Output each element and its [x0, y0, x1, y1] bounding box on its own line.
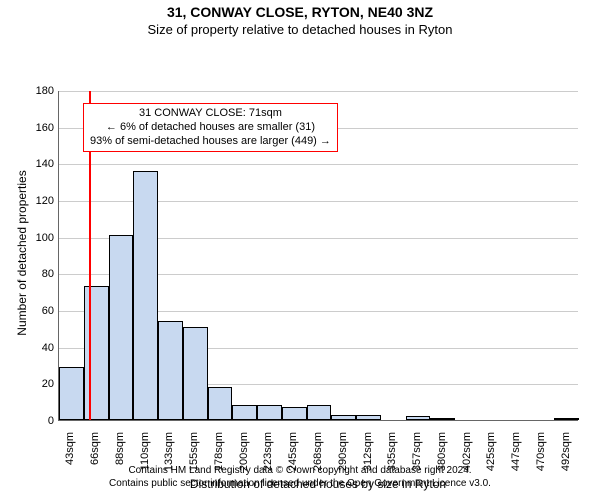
gridline — [59, 164, 578, 165]
page-title: 31, CONWAY CLOSE, RYTON, NE40 3NZ — [0, 4, 600, 20]
footer-line-1: Contains HM Land Registry data © Crown c… — [0, 464, 600, 477]
y-tick-label: 60 — [24, 305, 54, 317]
y-tick-label: 160 — [24, 122, 54, 134]
y-tick-label: 80 — [24, 268, 54, 280]
y-tick-label: 140 — [24, 158, 54, 170]
histogram-bar — [406, 416, 431, 420]
gridline — [59, 91, 578, 92]
histogram-bar — [282, 407, 307, 420]
y-tick-label: 120 — [24, 195, 54, 207]
histogram-bar — [208, 387, 233, 420]
y-tick-label: 20 — [24, 378, 54, 390]
y-tick-label: 0 — [24, 415, 54, 427]
annotation-line: 93% of semi-detached houses are larger (… — [90, 135, 331, 149]
histogram-bar — [257, 405, 282, 420]
histogram-bar — [133, 171, 158, 420]
annotation-line: 31 CONWAY CLOSE: 71sqm — [90, 107, 331, 121]
histogram-bar — [158, 321, 183, 420]
histogram-bar — [430, 418, 455, 420]
histogram-bar — [356, 415, 381, 421]
page-subtitle: Size of property relative to detached ho… — [0, 22, 600, 37]
histogram-chart: 31 CONWAY CLOSE: 71sqm← 6% of detached h… — [0, 37, 600, 500]
histogram-bar — [232, 405, 257, 420]
y-tick-label: 100 — [24, 232, 54, 244]
y-axis-title: Number of detached properties — [15, 143, 29, 363]
histogram-bar — [59, 367, 84, 420]
plot-area: 31 CONWAY CLOSE: 71sqm← 6% of detached h… — [58, 91, 578, 421]
histogram-bar — [84, 286, 109, 420]
footer: Contains HM Land Registry data © Crown c… — [0, 464, 600, 490]
histogram-bar — [554, 418, 579, 420]
annotation-line: ← 6% of detached houses are smaller (31) — [90, 121, 331, 135]
footer-line-2: Contains public sector information licen… — [0, 477, 600, 490]
y-tick-label: 40 — [24, 342, 54, 354]
histogram-bar — [331, 415, 356, 421]
y-tick-label: 180 — [24, 85, 54, 97]
histogram-bar — [183, 327, 208, 421]
histogram-bar — [109, 235, 134, 420]
histogram-bar — [307, 405, 332, 420]
annotation-box: 31 CONWAY CLOSE: 71sqm← 6% of detached h… — [83, 103, 338, 152]
